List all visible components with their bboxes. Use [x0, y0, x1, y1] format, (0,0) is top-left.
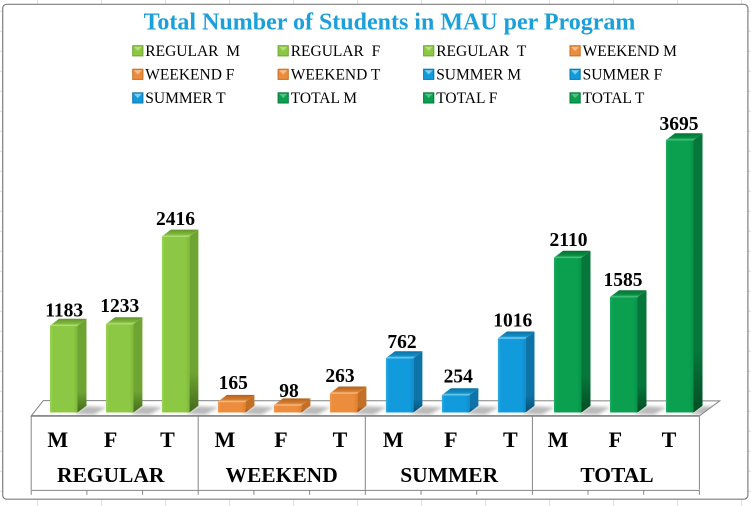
svg-text:Total Number of Students in MA: Total Number of Students in MAU per Prog… — [144, 10, 636, 36]
svg-text:T: T — [662, 427, 677, 452]
svg-text:SUMMER M: SUMMER M — [436, 66, 521, 83]
svg-text:254: 254 — [444, 366, 474, 387]
svg-text:263: 263 — [325, 366, 355, 387]
svg-text:T: T — [503, 427, 518, 452]
svg-text:WEEKEND T: WEEKEND T — [291, 66, 381, 83]
svg-text:T: T — [160, 427, 175, 452]
svg-text:M: M — [47, 427, 68, 452]
svg-text:762: 762 — [387, 332, 416, 353]
svg-text:2416: 2416 — [156, 209, 195, 230]
svg-text:WEEKEND M: WEEKEND M — [583, 43, 677, 60]
svg-text:T: T — [333, 427, 348, 452]
svg-text:SUMMER T: SUMMER T — [145, 90, 226, 107]
svg-text:1585: 1585 — [604, 270, 643, 291]
svg-text:REGULAR M: REGULAR M — [145, 43, 240, 60]
svg-text:1016: 1016 — [493, 311, 532, 332]
svg-text:M: M — [215, 427, 236, 452]
svg-text:TOTAL M: TOTAL M — [291, 90, 358, 107]
svg-text:3695: 3695 — [660, 114, 699, 135]
svg-text:1233: 1233 — [100, 296, 139, 317]
svg-text:F: F — [274, 427, 287, 452]
svg-text:F: F — [104, 427, 117, 452]
svg-text:WEEKEND F: WEEKEND F — [145, 66, 234, 83]
svg-text:F: F — [444, 427, 457, 452]
svg-text:REGULAR F: REGULAR F — [291, 43, 381, 60]
svg-text:REGULAR: REGULAR — [57, 463, 165, 487]
svg-text:2110: 2110 — [550, 230, 588, 251]
svg-text:F: F — [609, 427, 622, 452]
svg-text:TOTAL F: TOTAL F — [436, 90, 498, 107]
svg-text:M: M — [548, 427, 569, 452]
svg-text:TOTAL: TOTAL — [580, 463, 653, 487]
svg-text:M: M — [383, 427, 404, 452]
svg-text:1183: 1183 — [45, 300, 83, 321]
svg-text:SUMMER F: SUMMER F — [583, 66, 663, 83]
svg-text:WEEKEND: WEEKEND — [225, 463, 337, 487]
svg-text:SUMMER: SUMMER — [400, 463, 498, 487]
svg-text:TOTAL T: TOTAL T — [583, 90, 645, 107]
svg-text:165: 165 — [219, 373, 249, 394]
svg-text:98: 98 — [279, 381, 299, 402]
svg-text:REGULAR T: REGULAR T — [436, 43, 527, 60]
